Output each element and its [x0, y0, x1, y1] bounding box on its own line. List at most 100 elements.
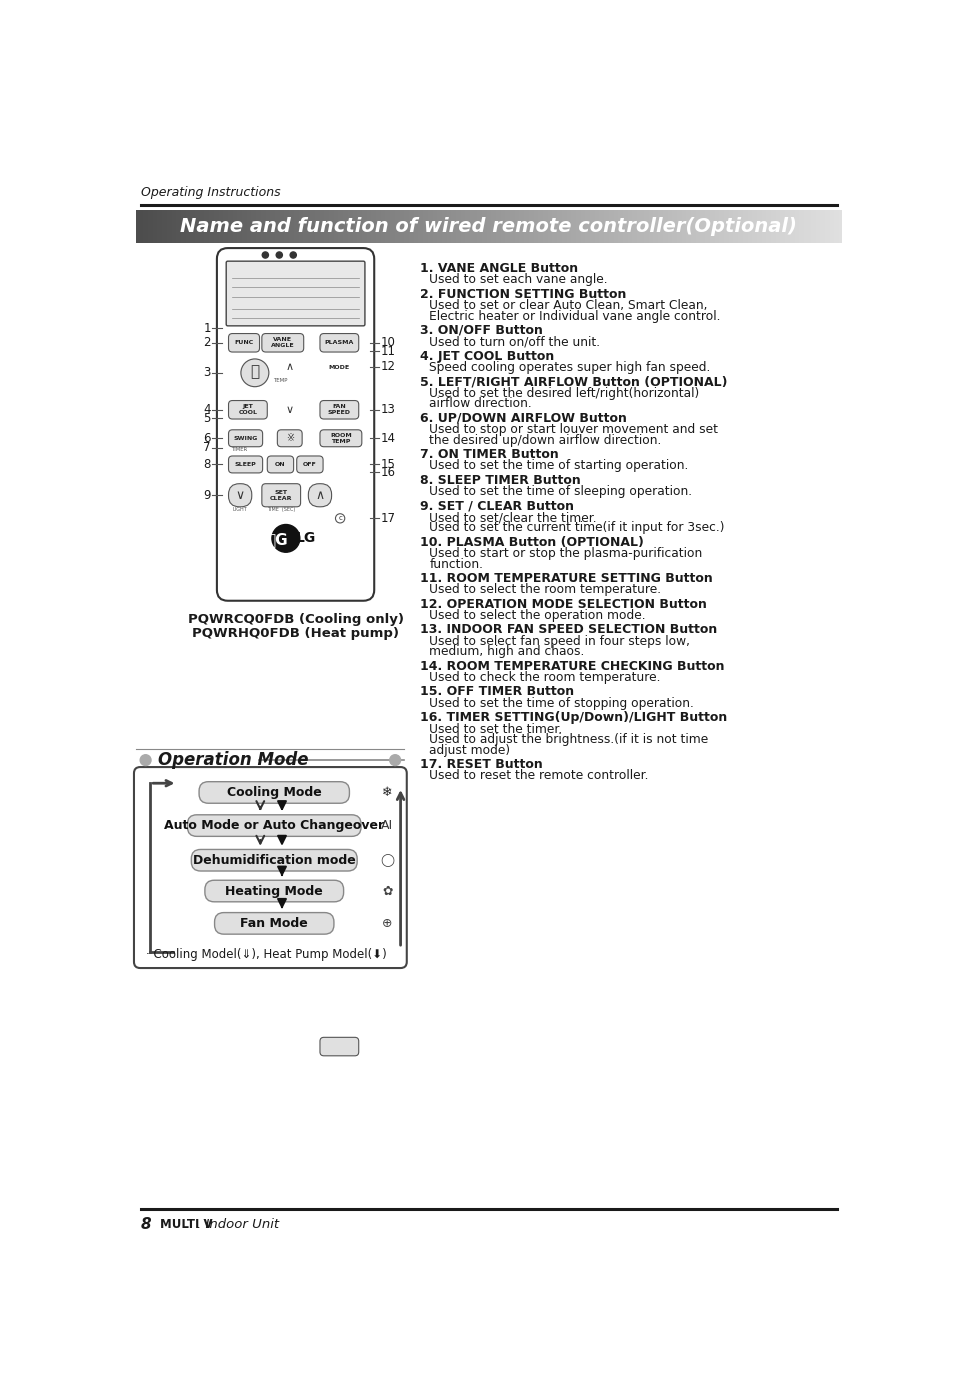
Text: ∨: ∨ — [235, 489, 245, 501]
Bar — [826, 210, 830, 242]
FancyBboxPatch shape — [214, 913, 334, 934]
Text: Used to reset the remote controller.: Used to reset the remote controller. — [429, 770, 648, 783]
Text: 10. PLASMA Button (OPTIONAL): 10. PLASMA Button (OPTIONAL) — [419, 536, 643, 549]
Bar — [305, 210, 309, 242]
FancyBboxPatch shape — [199, 781, 349, 804]
Bar — [491, 210, 494, 242]
Text: 11. ROOM TEMPERATURE SETTING Button: 11. ROOM TEMPERATURE SETTING Button — [419, 571, 712, 585]
Bar — [648, 210, 651, 242]
Bar — [540, 210, 543, 242]
Bar — [409, 210, 412, 242]
Bar — [542, 210, 545, 242]
Bar — [531, 210, 534, 242]
Text: . Indoor Unit: . Indoor Unit — [196, 1218, 278, 1231]
Bar — [611, 210, 614, 242]
Bar — [380, 210, 383, 242]
Bar — [294, 210, 296, 242]
Bar — [603, 210, 607, 242]
Bar — [712, 210, 715, 242]
Text: Fan Mode: Fan Mode — [240, 917, 308, 930]
Bar — [664, 210, 668, 242]
Bar — [160, 210, 163, 242]
Bar — [406, 210, 410, 242]
Bar — [627, 210, 630, 242]
Circle shape — [241, 358, 269, 386]
Bar — [136, 210, 139, 242]
Text: medium, high and chaos.: medium, high and chaos. — [429, 645, 584, 658]
Bar — [760, 210, 764, 242]
Bar — [836, 210, 839, 242]
Bar — [138, 210, 142, 242]
Text: 15. OFF TIMER Button: 15. OFF TIMER Button — [419, 686, 574, 699]
Bar — [681, 210, 684, 242]
Bar — [157, 210, 160, 242]
Bar — [462, 210, 466, 242]
Bar — [782, 210, 785, 242]
Bar — [536, 210, 538, 242]
Bar — [805, 210, 808, 242]
Bar — [234, 210, 238, 242]
Text: 4: 4 — [203, 403, 211, 416]
Bar — [733, 210, 736, 242]
Bar — [383, 210, 386, 242]
Bar — [470, 210, 473, 242]
Circle shape — [290, 252, 296, 258]
Bar — [322, 210, 325, 242]
Text: Dehumidification mode: Dehumidification mode — [193, 854, 355, 867]
Bar — [808, 210, 811, 242]
Bar — [554, 210, 558, 242]
Bar — [178, 210, 182, 242]
Bar — [507, 210, 510, 242]
Text: 8. SLEEP TIMER Button: 8. SLEEP TIMER Button — [419, 473, 580, 487]
Bar — [765, 210, 769, 242]
Bar — [355, 210, 357, 242]
Bar — [643, 210, 646, 242]
Bar — [519, 210, 522, 242]
Text: ※: ※ — [285, 433, 294, 444]
Bar — [616, 210, 618, 242]
Bar — [300, 210, 304, 242]
Bar — [364, 210, 367, 242]
Bar — [547, 210, 550, 242]
Text: ∨: ∨ — [285, 405, 294, 414]
Bar — [834, 210, 837, 242]
Bar — [791, 210, 795, 242]
Bar — [744, 210, 747, 242]
Bar — [571, 210, 574, 242]
Text: 5. LEFT/RIGHT AIRFLOW Button (OPTIONAL): 5. LEFT/RIGHT AIRFLOW Button (OPTIONAL) — [419, 375, 727, 389]
Bar — [298, 210, 301, 242]
Bar — [796, 210, 800, 242]
Bar — [563, 210, 567, 242]
Bar — [829, 210, 832, 242]
Bar — [191, 210, 193, 242]
Text: 9. SET / CLEAR Button: 9. SET / CLEAR Button — [419, 500, 574, 512]
Bar — [738, 210, 740, 242]
Text: Used to set/clear the timer.: Used to set/clear the timer. — [429, 511, 597, 524]
Text: 6: 6 — [203, 431, 211, 445]
Bar — [714, 210, 717, 242]
Bar — [392, 210, 395, 242]
Bar — [186, 210, 189, 242]
Bar — [709, 210, 712, 242]
Bar — [173, 210, 177, 242]
Bar — [479, 210, 482, 242]
Bar — [723, 210, 726, 242]
Bar — [472, 210, 476, 242]
Text: LG: LG — [295, 532, 315, 546]
Text: 5: 5 — [203, 412, 211, 424]
Bar — [831, 210, 835, 242]
Text: 11: 11 — [380, 344, 395, 358]
Bar — [754, 210, 757, 242]
Bar — [436, 210, 440, 242]
Text: 16: 16 — [380, 466, 395, 479]
Bar — [685, 210, 689, 242]
Bar — [517, 210, 519, 242]
Text: 17: 17 — [380, 512, 395, 525]
Bar — [194, 210, 198, 242]
Bar — [260, 210, 264, 242]
Bar — [143, 210, 147, 242]
Bar — [345, 210, 348, 242]
Text: Electric heater or Individual vane angle control.: Electric heater or Individual vane angle… — [429, 309, 720, 322]
Bar — [557, 210, 559, 242]
FancyBboxPatch shape — [319, 1037, 358, 1056]
